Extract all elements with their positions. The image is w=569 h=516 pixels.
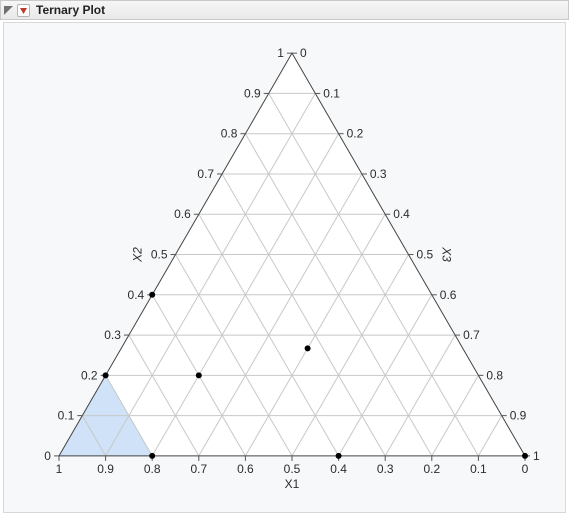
svg-text:0.4: 0.4: [330, 462, 347, 476]
svg-text:0.8: 0.8: [144, 462, 161, 476]
svg-text:0: 0: [522, 462, 529, 476]
svg-text:0.1: 0.1: [470, 462, 487, 476]
svg-text:0.8: 0.8: [486, 368, 503, 382]
svg-text:0.2: 0.2: [81, 368, 98, 382]
svg-text:1: 1: [277, 46, 284, 60]
svg-text:0.9: 0.9: [510, 409, 527, 423]
outline-header[interactable]: Ternary Plot: [0, 0, 569, 20]
red-triangle-menu-icon[interactable]: [17, 4, 30, 17]
svg-text:0: 0: [44, 449, 51, 463]
svg-text:0.5: 0.5: [284, 462, 301, 476]
svg-text:1: 1: [533, 449, 540, 463]
svg-text:0.6: 0.6: [174, 207, 191, 221]
svg-text:X1: X1: [285, 477, 300, 491]
ternary-outline-panel: Ternary Plot 1 0.9 0.8 0.7 0.6 0.5 0.4 0.3 0.2 0.…: [0, 0, 569, 516]
svg-text:0.2: 0.2: [347, 127, 364, 141]
svg-text:0.3: 0.3: [370, 167, 387, 181]
svg-text:0.4: 0.4: [393, 207, 410, 221]
svg-text:0.3: 0.3: [377, 462, 394, 476]
ternary-plot-area[interactable]: 1 0.9 0.8 0.7 0.6 0.5 0.4 0.3 0.2 0.1 0 0 0.1 0.2 0.3 0…: [3, 22, 566, 513]
svg-text:0: 0: [300, 46, 307, 60]
outline-title: Ternary Plot: [36, 0, 105, 20]
svg-text:0.6: 0.6: [440, 288, 457, 302]
svg-text:0.6: 0.6: [237, 462, 254, 476]
svg-text:X3: X3: [439, 246, 453, 262]
svg-text:0.7: 0.7: [463, 328, 480, 342]
svg-text:0.1: 0.1: [323, 86, 340, 100]
svg-text:0.3: 0.3: [104, 328, 121, 342]
svg-text:0.7: 0.7: [197, 167, 214, 181]
svg-text:X2: X2: [130, 247, 144, 263]
svg-text:0.7: 0.7: [190, 462, 207, 476]
svg-text:0.1: 0.1: [58, 409, 75, 423]
svg-text:0.5: 0.5: [151, 248, 168, 262]
svg-text:0.9: 0.9: [97, 462, 114, 476]
svg-text:0.5: 0.5: [416, 248, 433, 262]
disclosure-triangle-icon[interactable]: [3, 5, 13, 15]
svg-text:0.9: 0.9: [244, 86, 261, 100]
svg-text:1: 1: [56, 462, 63, 476]
svg-text:0.8: 0.8: [221, 127, 238, 141]
svg-text:0.4: 0.4: [128, 288, 145, 302]
svg-text:0.2: 0.2: [423, 462, 440, 476]
